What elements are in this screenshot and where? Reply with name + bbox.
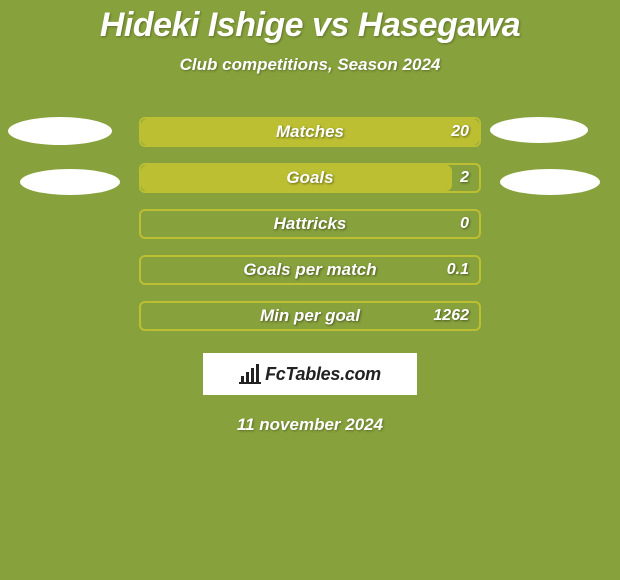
decorative-ellipse (500, 169, 600, 195)
date-line: 11 november 2024 (0, 415, 620, 435)
stat-row-value: 0 (460, 215, 469, 233)
infographic-canvas: Hideki Ishige vs Hasegawa Club competiti… (0, 0, 620, 580)
page-title: Hideki Ishige vs Hasegawa (0, 0, 620, 45)
decorative-ellipse (490, 117, 588, 143)
stat-rows: Matches 20 Goals 2 Hattricks 0 Goals per match… (139, 117, 481, 331)
stat-row: Goals per match 0.1 (139, 255, 481, 285)
stat-row-label: Goals (286, 168, 333, 188)
chart-area: Matches 20 Goals 2 Hattricks 0 Goals per match… (0, 117, 620, 331)
decorative-ellipse (8, 117, 112, 145)
bar-chart-icon (239, 364, 261, 384)
stat-row-label: Goals per match (243, 260, 376, 280)
decorative-ellipse (20, 169, 120, 195)
stat-row-value: 0.1 (447, 261, 469, 279)
stat-row-value: 2 (460, 169, 469, 187)
stat-row: Goals 2 (139, 163, 481, 193)
stat-row: Min per goal 1262 (139, 301, 481, 331)
stat-row-label: Min per goal (260, 306, 360, 326)
logo-text: FcTables.com (265, 364, 381, 385)
stat-row: Matches 20 (139, 117, 481, 147)
stat-row-label: Matches (276, 122, 344, 142)
page-subtitle: Club competitions, Season 2024 (0, 55, 620, 75)
stat-row-value: 1262 (433, 307, 469, 325)
stat-row: Hattricks 0 (139, 209, 481, 239)
logo-box: FcTables.com (203, 353, 417, 395)
stat-row-label: Hattricks (274, 214, 347, 234)
stat-row-value: 20 (451, 123, 469, 141)
